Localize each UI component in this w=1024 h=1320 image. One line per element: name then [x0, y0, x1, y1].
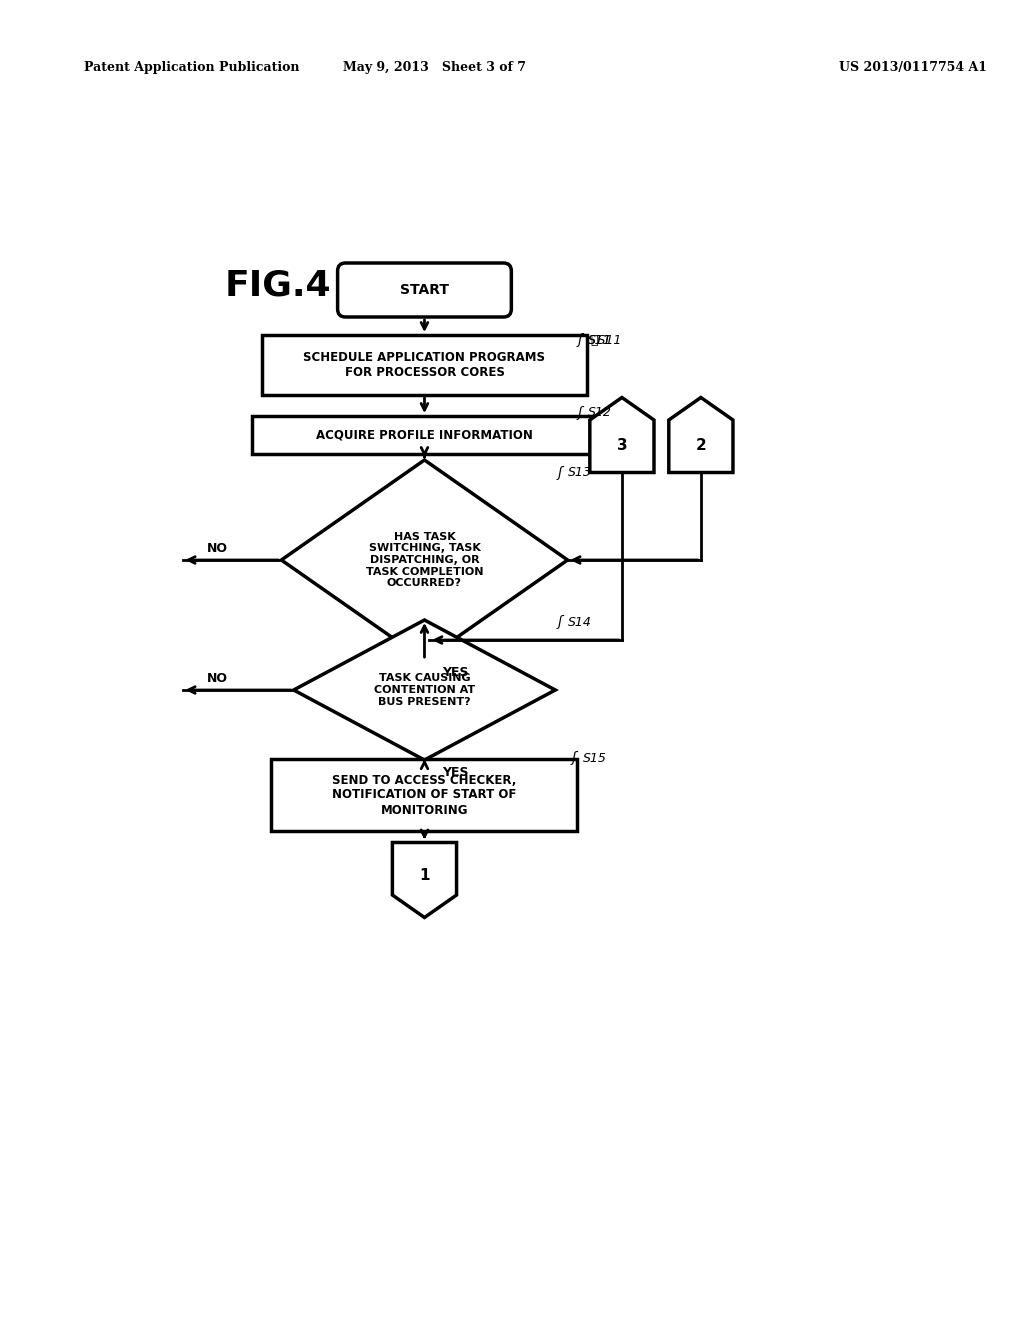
Bar [252, 416, 597, 454]
Text: S15: S15 [583, 751, 606, 764]
Text: S11: S11 [589, 334, 612, 346]
Text: NO: NO [207, 672, 227, 685]
Text: TASK CAUSING
CONTENTION AT
BUS PRESENT?: TASK CAUSING CONTENTION AT BUS PRESENT? [374, 673, 475, 706]
Text: ʃ: ʃ [557, 615, 562, 630]
Text: ⸂S11: ⸂S11 [590, 334, 622, 346]
Text: 2: 2 [695, 437, 707, 453]
Bar [261, 335, 588, 395]
Text: SCHEDULE APPLICATION PROGRAMS
FOR PROCESSOR CORES: SCHEDULE APPLICATION PROGRAMS FOR PROCES… [303, 351, 546, 379]
Text: HAS TASK
SWITCHING, TASK
DISPATCHING, OR
TASK COMPLETION
OCCURRED?: HAS TASK SWITCHING, TASK DISPATCHING, OR… [366, 532, 483, 589]
Text: ACQUIRE PROFILE INFORMATION: ACQUIRE PROFILE INFORMATION [316, 429, 532, 441]
Text: ʃ: ʃ [578, 333, 583, 347]
Polygon shape [294, 620, 555, 760]
Text: NO: NO [207, 541, 227, 554]
Text: ʃ: ʃ [557, 466, 562, 480]
Text: US 2013/0117754 A1: US 2013/0117754 A1 [839, 62, 987, 74]
Text: YES: YES [442, 665, 469, 678]
Text: ʃ: ʃ [571, 751, 577, 766]
Polygon shape [392, 842, 457, 917]
Polygon shape [282, 459, 567, 660]
Polygon shape [590, 397, 654, 473]
Text: ʃ: ʃ [578, 407, 583, 420]
FancyBboxPatch shape [338, 263, 511, 317]
Text: 1: 1 [419, 867, 430, 883]
Text: S14: S14 [567, 615, 592, 628]
Text: S13: S13 [567, 466, 592, 479]
Text: START: START [400, 282, 449, 297]
Text: YES: YES [442, 766, 469, 779]
Bar [271, 759, 578, 832]
Text: May 9, 2013   Sheet 3 of 7: May 9, 2013 Sheet 3 of 7 [343, 62, 526, 74]
Polygon shape [669, 397, 733, 473]
Text: 3: 3 [616, 437, 628, 453]
Text: SEND TO ACCESS CHECKER,
NOTIFICATION OF START OF
MONITORING: SEND TO ACCESS CHECKER, NOTIFICATION OF … [333, 774, 517, 817]
Text: Patent Application Publication: Patent Application Publication [84, 62, 299, 74]
Text: FIG.4: FIG.4 [225, 268, 332, 302]
Text: S12: S12 [589, 407, 612, 420]
Text: S11: S11 [589, 334, 612, 346]
